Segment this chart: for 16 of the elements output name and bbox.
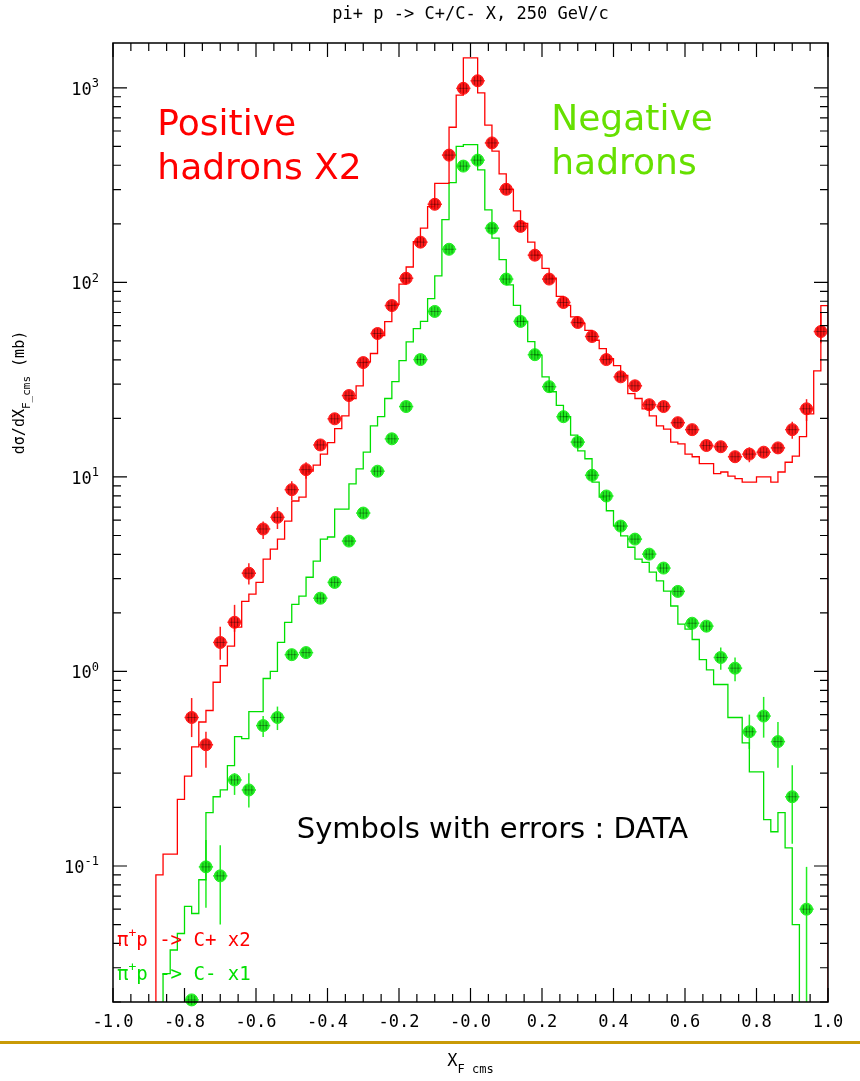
x-tick-label: -0.4 (307, 1010, 348, 1031)
annotation: Symbols with errors : DATA (296, 810, 689, 845)
x-tick-label: 0.8 (741, 1010, 772, 1031)
x-tick-label: -1.0 (92, 1010, 134, 1031)
chart-title: pi+ p -> C+/C- X, 250 GeV/c (332, 3, 609, 23)
x-tick-label: 0.2 (526, 1010, 558, 1031)
x-tick-label: 1.0 (812, 1010, 844, 1031)
x-tick-label: 0.4 (598, 1010, 629, 1031)
x-tick-label: -0.8 (164, 1010, 205, 1031)
x-tick-label: -0.2 (378, 1010, 420, 1031)
x-tick-label: -0.0 (450, 1010, 491, 1031)
y-axis-title: dσ/dXF_cms (mb) (10, 330, 33, 455)
x-tick-label: 0.6 (669, 1010, 701, 1031)
annotation: Positive hadrons X2 (157, 101, 362, 187)
annotation: Negative hadrons (551, 96, 713, 182)
x-tick-label: -0.6 (235, 1010, 277, 1031)
